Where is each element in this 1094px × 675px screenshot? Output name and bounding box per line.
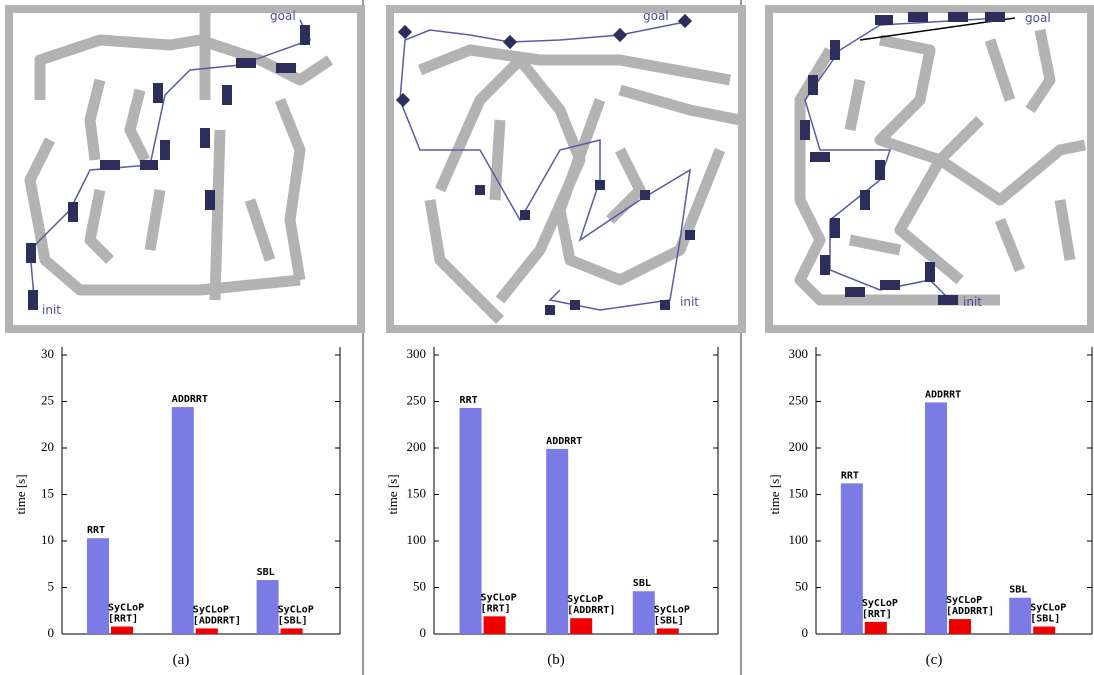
y-tick-label: 5 [48,578,55,593]
goal-label: goal [1025,11,1051,25]
y-tick-label: 200 [407,439,427,454]
bar [171,407,194,634]
bar-label: ADDRRT [546,436,582,447]
bar-label: SBL [633,578,651,589]
bar [656,628,679,634]
y-tick-label: 50 [413,578,426,593]
bar [864,621,887,634]
maze: goal init [765,5,1094,333]
init-label: init [963,295,982,309]
panel-caption: (c) [926,652,943,668]
bar [1033,626,1056,634]
bar-label: SyCLoP [SBL] [654,604,690,626]
bar [483,616,506,634]
maze: goal init [386,5,746,333]
bar-label: RRT [841,470,859,481]
y-tick-label: 0 [48,625,55,640]
bar [570,618,593,634]
bar-label: SyCLoP [RRT] [862,598,898,620]
bar [87,538,110,634]
bar [546,448,569,634]
bar-chart: 0 5 10 15 20 25 30 time [s] RRT SyCLoP [RRT] ADDRRT… [13,346,341,668]
bar-label: ADDRRT [172,394,208,405]
bar-label: RRT [87,525,105,536]
y-axis-label: time [s] [13,474,28,514]
goal-label: goal [643,9,669,23]
y-tick-label: 10 [41,532,54,547]
bar [1009,597,1032,634]
bar [280,628,303,634]
y-tick-label: 25 [41,392,54,407]
bar-label: SyCLoP [ADDRRT] [567,594,615,616]
bar-label: SyCLoP [RRT] [481,592,517,614]
bar-chart: 0 50 100 150 200 250 300 time [s] RRT SyCLoP[RRT]… [385,346,719,668]
bar-chart: 0 50 100 150 200 250 300 time [s] RRT SyCLoP[RRT]… [767,346,1093,668]
y-tick-label: 100 [789,532,809,547]
bar [632,591,655,634]
bar-label: ADDRRT [925,389,961,400]
y-tick-label: 200 [789,439,809,454]
y-tick-label: 20 [41,439,54,454]
panel-caption: (b) [547,652,565,668]
y-tick-label: 15 [41,485,54,500]
y-tick-label: 300 [407,346,427,361]
goal-label: goal [270,9,296,23]
y-tick-label: 150 [407,485,427,500]
y-tick-label: 0 [420,625,427,640]
bar [256,580,279,634]
bar-label: SyCLoP [ADDRRT] [193,604,241,626]
bar [195,628,218,634]
init-label: init [42,303,61,317]
bar [459,408,482,634]
y-tick-label: 30 [41,346,54,361]
bar-label: SBL [1009,585,1027,596]
bar-label: RRT [460,395,478,406]
bar-label: SyCLoP [RRT] [108,603,144,625]
y-tick-label: 50 [795,578,808,593]
init-label: init [680,295,699,309]
bar [949,619,972,634]
y-tick-label: 100 [407,532,427,547]
bar [840,483,863,634]
bar-label: SyCLoP [SBL] [1030,603,1066,625]
y-tick-label: 150 [789,485,809,500]
y-tick-label: 250 [407,392,427,407]
bar [111,626,134,634]
maze: goal init [5,5,365,333]
panel-caption: (a) [173,652,190,668]
bar [925,402,948,634]
y-tick-label: 300 [789,346,809,361]
bar-label: SyCLoP [SBL] [278,604,314,626]
bar-label: SBL [257,567,275,578]
bar-label: SyCLoP [ADDRRT] [946,595,994,617]
y-tick-label: 250 [789,392,809,407]
y-tick-label: 0 [802,625,809,640]
y-axis-label: time [s] [385,474,400,514]
y-axis-label: time [s] [767,474,782,514]
